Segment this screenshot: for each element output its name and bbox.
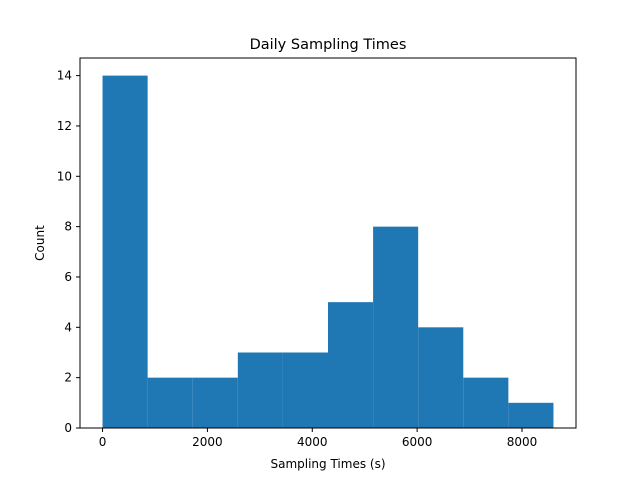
y-tick-label: 2 bbox=[64, 371, 72, 385]
x-tick-label: 4000 bbox=[297, 435, 328, 449]
histogram-bar-3 bbox=[192, 377, 238, 428]
axes-frame bbox=[79, 57, 577, 429]
y-ticks-group: 0 2 4 6 8 10 12 14 bbox=[57, 69, 80, 435]
histogram-bar-6 bbox=[328, 302, 374, 428]
x-tick-label: 8000 bbox=[507, 435, 538, 449]
histogram-bar-4 bbox=[237, 352, 283, 428]
bars-group bbox=[102, 75, 554, 428]
y-tick-label: 12 bbox=[57, 119, 72, 133]
chart-title: Daily Sampling Times bbox=[250, 37, 407, 53]
histogram-bar-10 bbox=[508, 402, 554, 428]
x-tick-label: 0 bbox=[99, 435, 107, 449]
histogram-bar-2 bbox=[147, 377, 193, 428]
y-tick-label: 6 bbox=[64, 270, 72, 284]
histogram-bar-9 bbox=[463, 377, 509, 428]
y-tick-label: 4 bbox=[64, 320, 72, 334]
y-tick-label: 0 bbox=[64, 421, 72, 435]
x-tick-label: 6000 bbox=[402, 435, 433, 449]
y-tick-label: 8 bbox=[64, 220, 72, 234]
y-axis-label: Count bbox=[33, 225, 47, 261]
x-axis-label: Sampling Times (s) bbox=[270, 457, 385, 471]
histogram-bar-7 bbox=[373, 226, 419, 428]
x-tick-label: 2000 bbox=[192, 435, 223, 449]
histogram-bar-1 bbox=[102, 75, 148, 428]
histogram-bar-8 bbox=[418, 327, 464, 428]
histogram-bar-5 bbox=[282, 352, 328, 428]
y-tick-label: 10 bbox=[57, 169, 72, 183]
x-ticks-group: 0 2000 4000 6000 8000 bbox=[99, 428, 538, 449]
y-tick-label: 14 bbox=[57, 69, 72, 83]
